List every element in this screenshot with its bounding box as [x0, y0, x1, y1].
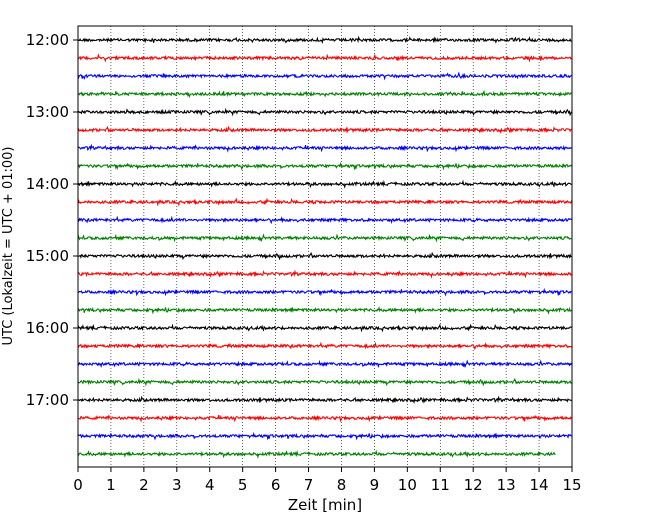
- x-tick-label: 2: [139, 476, 149, 494]
- trace-line: [77, 53, 572, 63]
- traces: [77, 35, 573, 459]
- x-tick-label: 0: [73, 476, 83, 494]
- x-tick-label: 13: [497, 476, 516, 494]
- x-axis-label: Zeit [min]: [288, 496, 362, 514]
- x-tick-label: 11: [431, 476, 450, 494]
- trace-line: [77, 449, 556, 459]
- trace-line: [77, 215, 572, 225]
- x-tick-label: 15: [562, 476, 581, 494]
- x-tick-label: 14: [530, 476, 549, 494]
- trace-line: [77, 377, 572, 387]
- trace-line: [77, 251, 572, 261]
- x-tick-label: 5: [238, 476, 248, 494]
- x-axis-ticks: 0 1 2 3 4 5 6 7 8 9 10 11 12 13 14 15: [73, 467, 582, 494]
- trace-line: [77, 71, 572, 81]
- y-tick-label: 14:00: [26, 175, 69, 193]
- trace-line: [77, 89, 572, 99]
- x-tick-label: 8: [337, 476, 347, 494]
- trace-line: [77, 161, 572, 171]
- x-tick-label: 10: [398, 476, 417, 494]
- x-tick-label: 3: [172, 476, 182, 494]
- y-tick-label: 15:00: [26, 247, 69, 265]
- y-tick-label: 13:00: [26, 103, 69, 121]
- x-tick-label: 9: [370, 476, 380, 494]
- x-tick-label: 6: [271, 476, 281, 494]
- x-tick-label: 7: [304, 476, 314, 494]
- y-tick-label: 12:00: [26, 31, 69, 49]
- trace-line: [77, 414, 572, 423]
- trace-line: [77, 287, 572, 297]
- trace-line: [77, 179, 572, 189]
- y-tick-label: 16:00: [26, 319, 69, 337]
- trace-line: [77, 35, 572, 45]
- trace-line: [77, 359, 572, 369]
- trace-line: [77, 107, 573, 117]
- y-axis-ticks: 12:00 13:00 14:00 15:00 16:00 17:00: [26, 31, 78, 409]
- trace-line: [77, 395, 572, 405]
- trace-line: [77, 269, 572, 279]
- plot-background: [78, 26, 572, 467]
- y-axis-label: UTC (Lokalzeit = UTC + 01:00): [1, 147, 16, 346]
- x-tick-label: 4: [205, 476, 215, 494]
- trace-line: [77, 305, 572, 315]
- x-tick-label: 12: [464, 476, 483, 494]
- y-tick-label: 17:00: [26, 391, 69, 409]
- x-tick-label: 1: [106, 476, 116, 494]
- trace-line: [77, 233, 572, 243]
- trace-line: [77, 431, 572, 441]
- trace-line: [77, 197, 573, 207]
- trace-line: [77, 143, 572, 153]
- trace-line: [77, 341, 572, 351]
- trace-line: [77, 323, 572, 333]
- trace-line: [77, 125, 572, 135]
- plot-frame: [77, 25, 573, 468]
